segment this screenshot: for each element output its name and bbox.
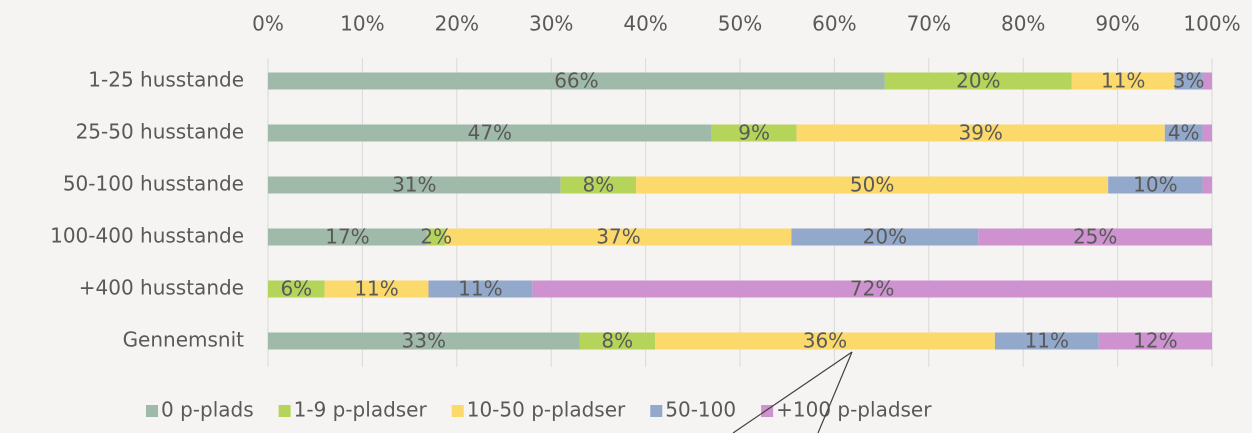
bar-segment [1202, 124, 1212, 142]
data-label: 37% [596, 225, 640, 249]
x-tick-label: 100% [1183, 12, 1240, 36]
bar-segment [445, 228, 792, 246]
bar-segment [1098, 332, 1212, 350]
bar-segment [1071, 72, 1175, 90]
data-label: 50% [850, 173, 894, 197]
bar-segment [636, 176, 1109, 194]
data-label: 33% [402, 329, 446, 353]
data-label: 8% [583, 173, 615, 197]
data-label: 72% [850, 277, 894, 301]
bars [268, 72, 1212, 350]
bar-segment [796, 124, 1165, 142]
data-label: 17% [325, 225, 369, 249]
data-label: 47% [468, 121, 512, 145]
y-tick-label: 50-100 husstande [63, 172, 244, 196]
bar-segment [711, 124, 797, 142]
x-tick-label: 60% [812, 12, 856, 36]
y-tick-label: 1-25 husstande [88, 68, 244, 92]
data-label: 39% [958, 121, 1002, 145]
annotation-line [732, 351, 853, 433]
bar-segment [428, 280, 533, 298]
bar-segment [1174, 72, 1203, 90]
data-label: 12% [1133, 329, 1177, 353]
y-tick-label: Gennemsnit [123, 328, 245, 352]
data-label: 20% [863, 225, 907, 249]
data-label: 25% [1073, 225, 1117, 249]
x-tick-label: 20% [435, 12, 479, 36]
bar-segment [655, 332, 995, 350]
legend-label: 10-50 p-pladser [467, 398, 626, 422]
y-tick-label: 25-50 husstande [76, 120, 244, 144]
legend-swatch [451, 405, 464, 417]
x-tick-label: 50% [718, 12, 762, 36]
x-tick-label: 10% [340, 12, 384, 36]
data-label: 36% [803, 329, 847, 353]
data-label: 20% [956, 69, 1000, 93]
bar-segment [268, 72, 885, 90]
bar-segment [324, 280, 429, 298]
data-label: 11% [1101, 69, 1145, 93]
data-label: 2% [420, 225, 452, 249]
data-label: 31% [392, 173, 436, 197]
x-tick-label: 40% [623, 12, 667, 36]
legend-swatch [278, 405, 291, 417]
x-tick-label: 30% [529, 12, 573, 36]
annotation-line [817, 351, 853, 433]
bar-segment [978, 228, 1212, 246]
x-tick-label: 0% [252, 12, 284, 36]
data-label: 10% [1133, 173, 1177, 197]
bar-segment [994, 332, 1099, 350]
data-label: 9% [738, 121, 770, 145]
labels: 0% 10% 20% 30% 40% 50% 60% 70% 80% 90% 100% 1-25 hu… [50, 12, 1240, 422]
bar-segment [884, 72, 1072, 90]
x-tick-label: 80% [1001, 12, 1045, 36]
bar-segment [268, 124, 712, 142]
bar-segment [268, 332, 580, 350]
bar-segment [560, 176, 637, 194]
y-tick-label: 100-400 husstande [50, 224, 244, 248]
bar-segment [1202, 72, 1212, 90]
data-label: 3% [1173, 69, 1205, 93]
bar-segment [268, 280, 325, 298]
data-label: 66% [554, 69, 598, 93]
bar-segment [268, 228, 427, 246]
bar-segment [1202, 176, 1212, 194]
data-label: 11% [458, 277, 502, 301]
data-label: 8% [601, 329, 633, 353]
legend-label: +100 p-pladser [776, 398, 932, 422]
bar-segment [426, 228, 446, 246]
legend-label: 0 p-plads [161, 398, 254, 422]
bar-segment [1108, 176, 1203, 194]
x-tick-label: 70% [907, 12, 951, 36]
legend-swatch [650, 405, 663, 417]
bar-segment [532, 280, 1212, 298]
data-label: 6% [280, 277, 312, 301]
data-label: 11% [354, 277, 398, 301]
bar-segment [579, 332, 656, 350]
x-tick-label: 90% [1095, 12, 1139, 36]
legend-swatch [146, 405, 158, 417]
legend-label: 1-9 p-pladser [294, 398, 428, 422]
data-label: 11% [1025, 329, 1069, 353]
grid [267, 58, 1213, 367]
legend-label: 50-100 [665, 398, 736, 422]
y-tick-label: +400 husstande [79, 276, 244, 300]
data-label: 4% [1168, 121, 1200, 145]
bar-segment [1164, 124, 1203, 142]
bar-segment [268, 176, 561, 194]
bar-segment [791, 228, 979, 246]
